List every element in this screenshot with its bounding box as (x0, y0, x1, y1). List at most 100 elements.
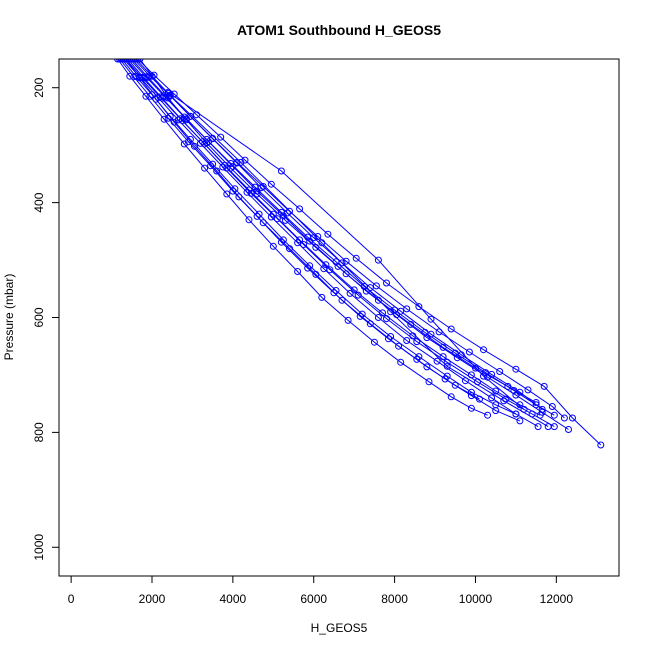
x-tick-label: 10000 (459, 592, 493, 606)
series-6 (134, 59, 605, 449)
data-point (286, 207, 293, 215)
data-point (203, 139, 211, 147)
data-point (366, 320, 374, 328)
data-point (504, 382, 512, 390)
x-tick-label: 12000 (540, 592, 574, 606)
data-point (152, 95, 160, 103)
data-point (140, 74, 148, 82)
data-point (116, 59, 124, 63)
data-point (306, 237, 314, 245)
data-point (403, 305, 411, 313)
data-point (427, 330, 435, 338)
data-point (480, 346, 487, 354)
data-point (342, 257, 350, 265)
series-7 (120, 59, 542, 431)
data-point (385, 335, 392, 343)
data-point (296, 205, 304, 213)
data-point (338, 259, 346, 267)
data-point (304, 264, 312, 272)
data-point (484, 411, 492, 419)
data-point (447, 325, 455, 333)
data-point (500, 397, 508, 405)
data-point (233, 159, 241, 167)
data-point (597, 441, 605, 449)
data-point (269, 242, 277, 250)
data-point (451, 381, 459, 389)
data-point (550, 411, 558, 419)
data-point (257, 184, 265, 192)
data-point (374, 314, 382, 321)
series-11 (122, 59, 483, 403)
data-point (476, 395, 483, 403)
data-point (241, 156, 249, 164)
data-point (516, 417, 524, 425)
data-point (569, 414, 576, 422)
data-point (286, 245, 293, 253)
data-point (148, 72, 156, 80)
data-point (283, 209, 291, 217)
series-line (125, 59, 480, 400)
data-point (534, 423, 542, 431)
data-point (114, 59, 122, 63)
data-point (281, 216, 289, 224)
y-axis: 200 400 600 800 1000 (32, 77, 60, 561)
data-point (186, 112, 194, 120)
data-point (413, 355, 421, 363)
data-point (565, 426, 572, 433)
data-point (223, 190, 231, 198)
data-point (366, 284, 374, 292)
data-point (467, 404, 475, 412)
series-line (119, 59, 521, 422)
data-point (516, 388, 524, 396)
data-point (492, 407, 500, 415)
data-point (330, 289, 338, 297)
data-point (512, 365, 520, 373)
series-12 (132, 59, 546, 413)
data-point (235, 193, 243, 201)
data-point (146, 92, 154, 100)
data-point (191, 142, 198, 150)
data-point (524, 386, 532, 394)
data-point (294, 268, 302, 275)
x-axis: 0 2000 4000 6000 8000 10000 12000 (68, 575, 574, 606)
series-14 (164, 88, 528, 413)
data-point (427, 315, 435, 323)
data-point (253, 190, 261, 198)
data-point (372, 282, 380, 290)
data-point (472, 364, 479, 372)
data-point (223, 164, 231, 172)
data-point (439, 343, 447, 351)
x-tick-label: 8000 (381, 592, 408, 606)
x-tick-label: 0 (68, 592, 75, 606)
data-point (441, 375, 449, 383)
data-point (120, 59, 128, 63)
series-line (137, 59, 602, 446)
series-5 (130, 59, 568, 422)
data-point (447, 393, 455, 401)
data-point (395, 342, 403, 350)
data-point (178, 117, 186, 124)
y-tick-label: 600 (32, 307, 46, 327)
y-tick-label: 800 (32, 422, 46, 442)
data-point (229, 162, 237, 170)
data-point (488, 394, 496, 402)
data-point (465, 348, 473, 356)
data-point (237, 158, 245, 166)
plot-series-group (114, 59, 605, 449)
data-point (532, 399, 540, 406)
y-axis-label: Pressure (mbar) (2, 274, 16, 361)
data-point (413, 338, 421, 346)
data-point (322, 261, 330, 269)
data-point (132, 59, 140, 63)
data-point (213, 167, 221, 175)
data-point (423, 363, 431, 371)
series-line (139, 59, 537, 403)
data-point (186, 135, 194, 143)
data-point (350, 286, 358, 294)
data-point (387, 308, 395, 316)
data-point (467, 392, 475, 400)
data-point (443, 362, 451, 370)
data-point (540, 382, 548, 390)
series-line (131, 59, 569, 430)
